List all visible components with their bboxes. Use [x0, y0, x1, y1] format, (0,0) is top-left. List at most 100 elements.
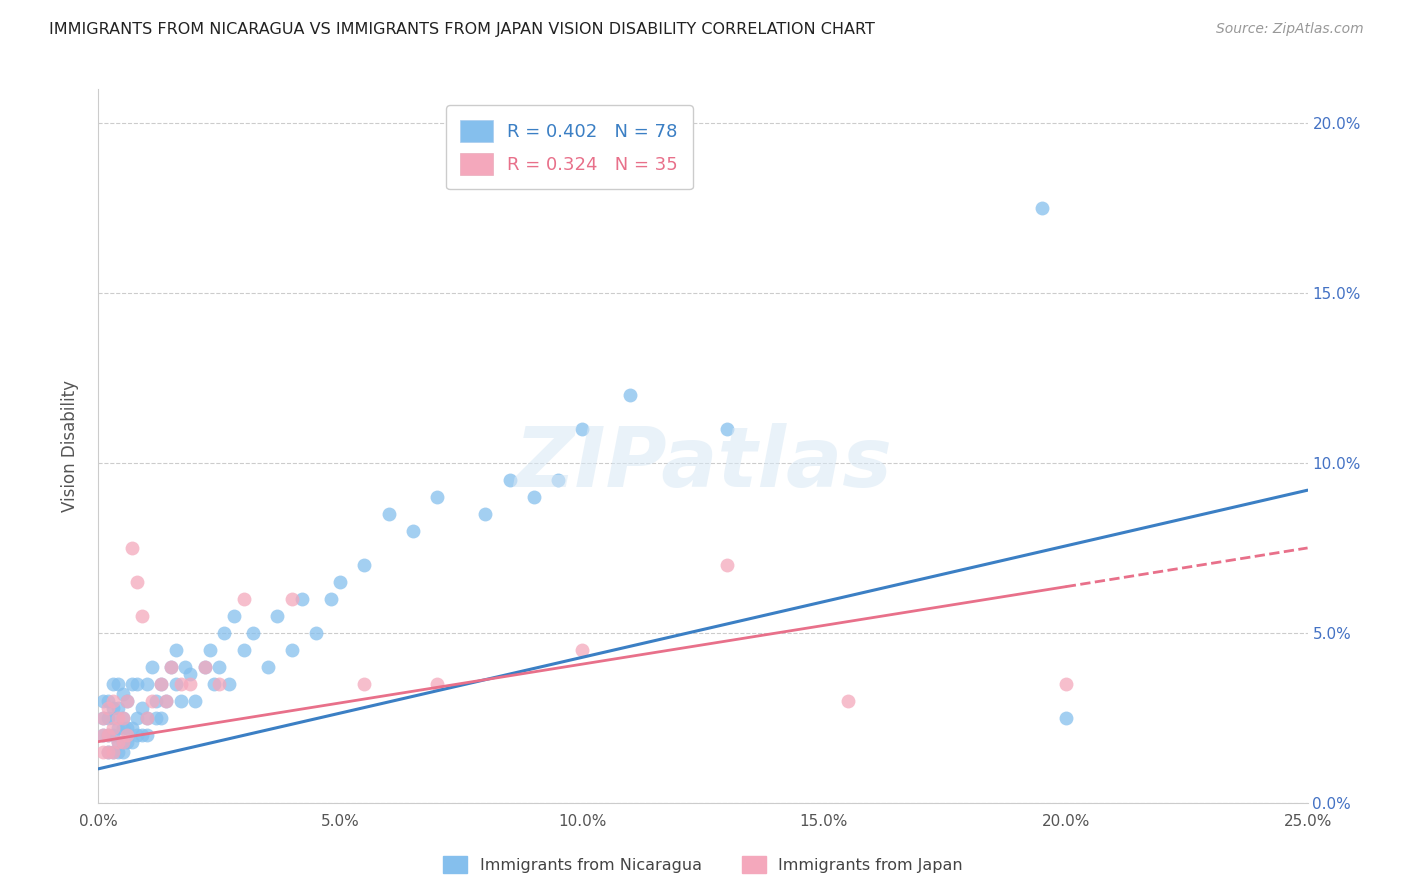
- Point: [97, 694, 120, 708]
- Text: Source: ZipAtlas.com: Source: ZipAtlas.com: [1216, 22, 1364, 37]
- Point: [305, 626, 328, 640]
- Point: [101, 711, 124, 725]
- Point: [155, 694, 177, 708]
- Point: [198, 643, 221, 657]
- Point: [619, 388, 641, 402]
- Point: [204, 677, 226, 691]
- Point: [107, 745, 129, 759]
- Point: [117, 728, 139, 742]
- Point: [169, 677, 191, 691]
- Point: [290, 591, 312, 606]
- Point: [426, 677, 449, 691]
- Point: [107, 677, 129, 691]
- Point: [184, 694, 207, 708]
- Point: [194, 660, 217, 674]
- Point: [91, 711, 114, 725]
- Point: [218, 677, 240, 691]
- Point: [222, 608, 245, 623]
- Point: [127, 574, 149, 589]
- Point: [1031, 201, 1053, 215]
- Point: [145, 694, 167, 708]
- Point: [101, 700, 124, 714]
- Point: [256, 660, 278, 674]
- Point: [117, 734, 139, 748]
- Point: [107, 711, 129, 725]
- Point: [402, 524, 425, 538]
- Point: [232, 591, 254, 606]
- Point: [242, 626, 264, 640]
- Point: [111, 687, 134, 701]
- Point: [837, 694, 859, 708]
- Point: [97, 745, 120, 759]
- Point: [165, 643, 187, 657]
- Point: [117, 721, 139, 735]
- Point: [91, 694, 114, 708]
- Point: [107, 734, 129, 748]
- Point: [107, 734, 129, 748]
- Point: [571, 643, 593, 657]
- Point: [101, 721, 124, 735]
- Point: [160, 660, 183, 674]
- Point: [121, 677, 143, 691]
- Point: [131, 608, 153, 623]
- Point: [127, 711, 149, 725]
- Point: [101, 677, 124, 691]
- Point: [319, 591, 342, 606]
- Point: [111, 711, 134, 725]
- Point: [547, 473, 569, 487]
- Point: [179, 677, 201, 691]
- Text: IMMIGRANTS FROM NICARAGUA VS IMMIGRANTS FROM JAPAN VISION DISABILITY CORRELATION: IMMIGRANTS FROM NICARAGUA VS IMMIGRANTS …: [49, 22, 875, 37]
- Point: [111, 711, 134, 725]
- Point: [97, 711, 120, 725]
- Point: [127, 677, 149, 691]
- Legend: Immigrants from Nicaragua, Immigrants from Japan: Immigrants from Nicaragua, Immigrants fr…: [437, 849, 969, 880]
- Point: [165, 677, 187, 691]
- Point: [111, 734, 134, 748]
- Point: [97, 728, 120, 742]
- Point: [111, 721, 134, 735]
- Point: [101, 694, 124, 708]
- Point: [281, 643, 304, 657]
- Text: ZIPatlas: ZIPatlas: [515, 424, 891, 504]
- Point: [91, 711, 114, 725]
- Point: [111, 745, 134, 759]
- Point: [266, 608, 288, 623]
- Point: [97, 700, 120, 714]
- Point: [117, 694, 139, 708]
- Point: [160, 660, 183, 674]
- Point: [329, 574, 352, 589]
- Point: [353, 677, 375, 691]
- Point: [101, 745, 124, 759]
- Point: [121, 721, 143, 735]
- Legend: R = 0.402   N = 78, R = 0.324   N = 35: R = 0.402 N = 78, R = 0.324 N = 35: [446, 105, 693, 189]
- Point: [121, 734, 143, 748]
- Point: [169, 694, 191, 708]
- Point: [131, 700, 153, 714]
- Point: [135, 711, 157, 725]
- Point: [141, 660, 163, 674]
- Point: [127, 728, 149, 742]
- Point: [101, 745, 124, 759]
- Point: [150, 677, 173, 691]
- Point: [145, 711, 167, 725]
- Point: [135, 711, 157, 725]
- Point: [1054, 677, 1077, 691]
- Point: [281, 591, 304, 606]
- Point: [150, 711, 173, 725]
- Point: [1054, 711, 1077, 725]
- Point: [107, 721, 129, 735]
- Point: [208, 660, 231, 674]
- Point: [97, 728, 120, 742]
- Point: [155, 694, 177, 708]
- Point: [135, 677, 157, 691]
- Point: [208, 677, 231, 691]
- Point: [523, 490, 546, 504]
- Point: [150, 677, 173, 691]
- Point: [97, 745, 120, 759]
- Point: [131, 728, 153, 742]
- Point: [353, 558, 375, 572]
- Point: [101, 728, 124, 742]
- Point: [91, 728, 114, 742]
- Point: [716, 422, 738, 436]
- Point: [121, 541, 143, 555]
